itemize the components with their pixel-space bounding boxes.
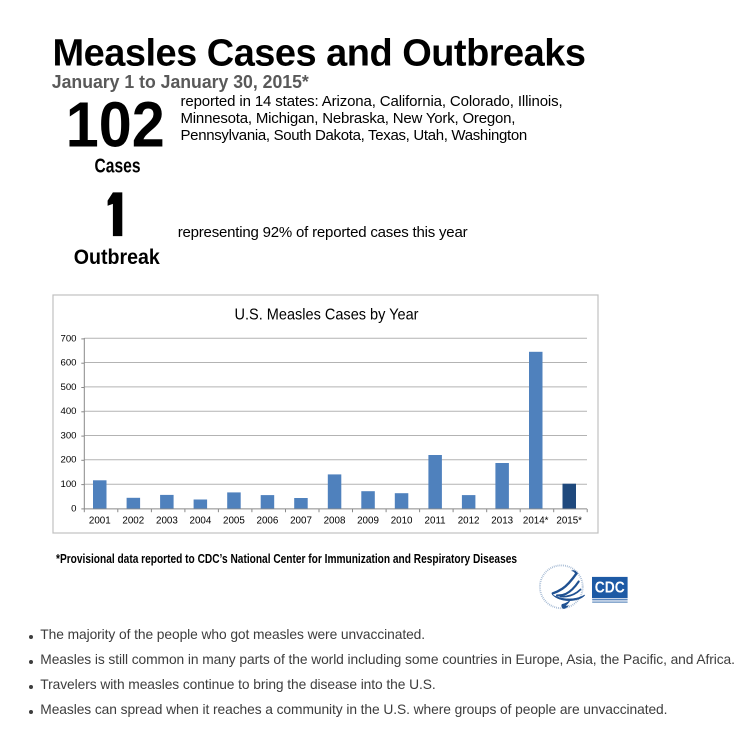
svg-text:2003: 2003 — [156, 515, 178, 526]
svg-text:2002: 2002 — [122, 515, 144, 526]
svg-text:2014*: 2014* — [523, 515, 549, 526]
svg-text:2011: 2011 — [425, 515, 446, 526]
svg-text:2001: 2001 — [89, 515, 111, 526]
svg-text:2015*: 2015* — [556, 515, 582, 526]
svg-text:2008: 2008 — [324, 515, 346, 526]
svg-text:0: 0 — [71, 503, 76, 514]
svg-text:700: 700 — [60, 333, 76, 344]
svg-text:300: 300 — [60, 431, 76, 442]
svg-text:2013: 2013 — [491, 515, 513, 526]
svg-text:200: 200 — [60, 455, 76, 466]
svg-text:CDC: CDC — [595, 580, 625, 597]
svg-text:100: 100 — [60, 479, 76, 490]
svg-text:2004: 2004 — [190, 515, 212, 526]
svg-text:600: 600 — [60, 358, 76, 369]
svg-text:500: 500 — [60, 382, 76, 393]
svg-text:*Provisional data reported to: *Provisional data reported to CDC’s Nati… — [56, 552, 517, 566]
svg-text:400: 400 — [60, 406, 76, 417]
svg-text:2007: 2007 — [290, 515, 312, 526]
svg-text:January 1 to January 30, 2015*: January 1 to January 30, 2015* — [52, 71, 310, 92]
svg-text:2012: 2012 — [458, 515, 480, 526]
svg-text:102: 102 — [66, 89, 165, 161]
svg-text:2009: 2009 — [357, 515, 379, 526]
svg-text:Measles Cases and Outbreaks: Measles Cases and Outbreaks — [53, 32, 586, 74]
svg-text:Outbreak: Outbreak — [74, 246, 160, 269]
svg-text:2006: 2006 — [257, 515, 279, 526]
svg-text:Cases: Cases — [95, 156, 141, 178]
svg-text:2010: 2010 — [391, 515, 413, 526]
svg-text:2005: 2005 — [223, 515, 245, 526]
svg-text:U.S. Measles Cases by Year: U.S. Measles Cases by Year — [235, 306, 420, 323]
